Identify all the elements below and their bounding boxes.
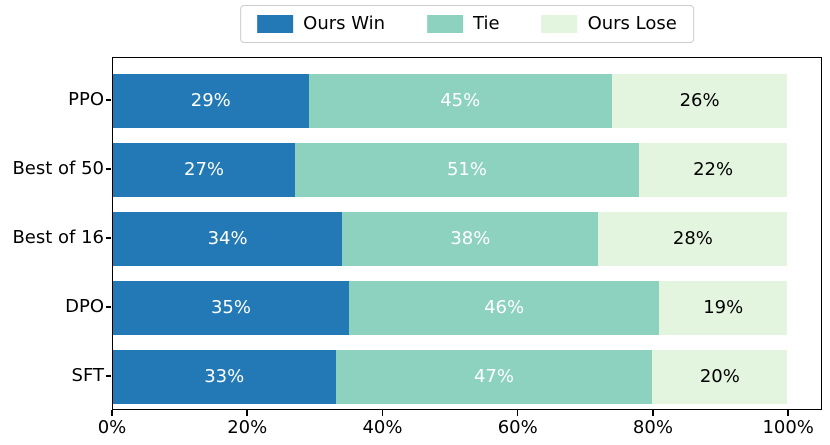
bar-segment: 27%	[113, 143, 296, 197]
bar-segment: 26%	[611, 74, 788, 128]
bar-value-label: 20%	[699, 366, 740, 387]
bar-segment: 45%	[308, 74, 612, 128]
legend-swatch	[427, 15, 464, 33]
bar-segment: 34%	[113, 212, 343, 266]
bar-value-label: 28%	[672, 228, 713, 249]
legend-label: Ours Lose	[587, 13, 677, 34]
bar-segment: 51%	[295, 143, 639, 197]
bar-segment: 35%	[113, 281, 349, 335]
bar-row: 27% 51% 22%	[113, 143, 821, 197]
bar-segment: 19%	[659, 281, 788, 335]
bar-segment: 46%	[349, 281, 660, 335]
bar-value-label: 26%	[679, 90, 720, 111]
x-tick-label: 40%	[362, 417, 403, 438]
bar-segment: 22%	[638, 143, 788, 197]
bar-value-label: 19%	[703, 297, 744, 318]
x-tick-label: 80%	[632, 417, 673, 438]
y-tick-mark	[106, 237, 111, 239]
x-tick-label: 100%	[762, 417, 814, 438]
bar-value-label: 46%	[484, 297, 525, 318]
bar-row: 29% 45% 26%	[113, 74, 821, 128]
legend-label: Ours Win	[303, 13, 386, 34]
legend-swatch	[541, 15, 578, 33]
legend-item: Tie	[427, 14, 500, 34]
bar-segment: 29%	[113, 74, 309, 128]
bar-value-label: 35%	[210, 297, 251, 318]
x-tick-mark	[652, 410, 654, 416]
bar-value-label: 47%	[473, 366, 514, 387]
x-tick-mark	[516, 410, 519, 416]
bar-value-label: 51%	[446, 159, 487, 180]
x-tick-label: 20%	[227, 417, 268, 438]
y-tick-label: DPO	[65, 296, 104, 317]
y-tick-label: PPO	[68, 89, 104, 110]
bar-value-label: 27%	[184, 159, 225, 180]
bar-segment: 33%	[113, 350, 336, 404]
bar-row: 34% 38% 28%	[113, 212, 821, 266]
bar-value-label: 34%	[207, 228, 248, 249]
legend-item: Ours Win	[257, 14, 385, 34]
x-tick-mark	[381, 410, 384, 416]
y-tick-label: Best of 50	[12, 158, 104, 179]
bar-value-label: 45%	[440, 90, 481, 111]
bar-value-label: 22%	[693, 159, 734, 180]
y-tick-label: SFT	[71, 365, 104, 386]
legend-swatch	[257, 15, 294, 33]
bar-row: 35% 46% 19%	[113, 281, 821, 335]
bar-row: 33% 47% 20%	[113, 350, 821, 404]
x-tick-label: 0%	[97, 417, 127, 438]
x-tick-mark	[787, 410, 789, 416]
x-tick-mark	[246, 410, 248, 416]
bar-value-label: 33%	[204, 366, 245, 387]
x-tick-mark	[111, 410, 113, 416]
legend-label: Tie	[473, 13, 500, 34]
bar-value-label: 29%	[190, 90, 231, 111]
bar-segment: 47%	[335, 350, 653, 404]
bar-segment: 20%	[652, 350, 788, 404]
bar-segment: 28%	[598, 212, 788, 266]
y-tick-mark	[106, 168, 111, 170]
bar-value-label: 38%	[450, 228, 491, 249]
plot-area: 29% 45% 26% 27% 51% 22% 34% 38% 28% 35% 46% 19% 33% 4…	[112, 57, 822, 410]
y-tick-mark	[106, 375, 111, 377]
y-tick-mark	[106, 99, 111, 101]
legend-item: Ours Lose	[541, 13, 677, 34]
y-tick-mark	[106, 306, 111, 308]
bar-segment: 38%	[342, 212, 599, 266]
x-tick-label: 60%	[497, 417, 538, 438]
y-tick-label: Best of 16	[12, 227, 104, 248]
legend: Ours Win Tie Ours Lose	[240, 5, 694, 43]
